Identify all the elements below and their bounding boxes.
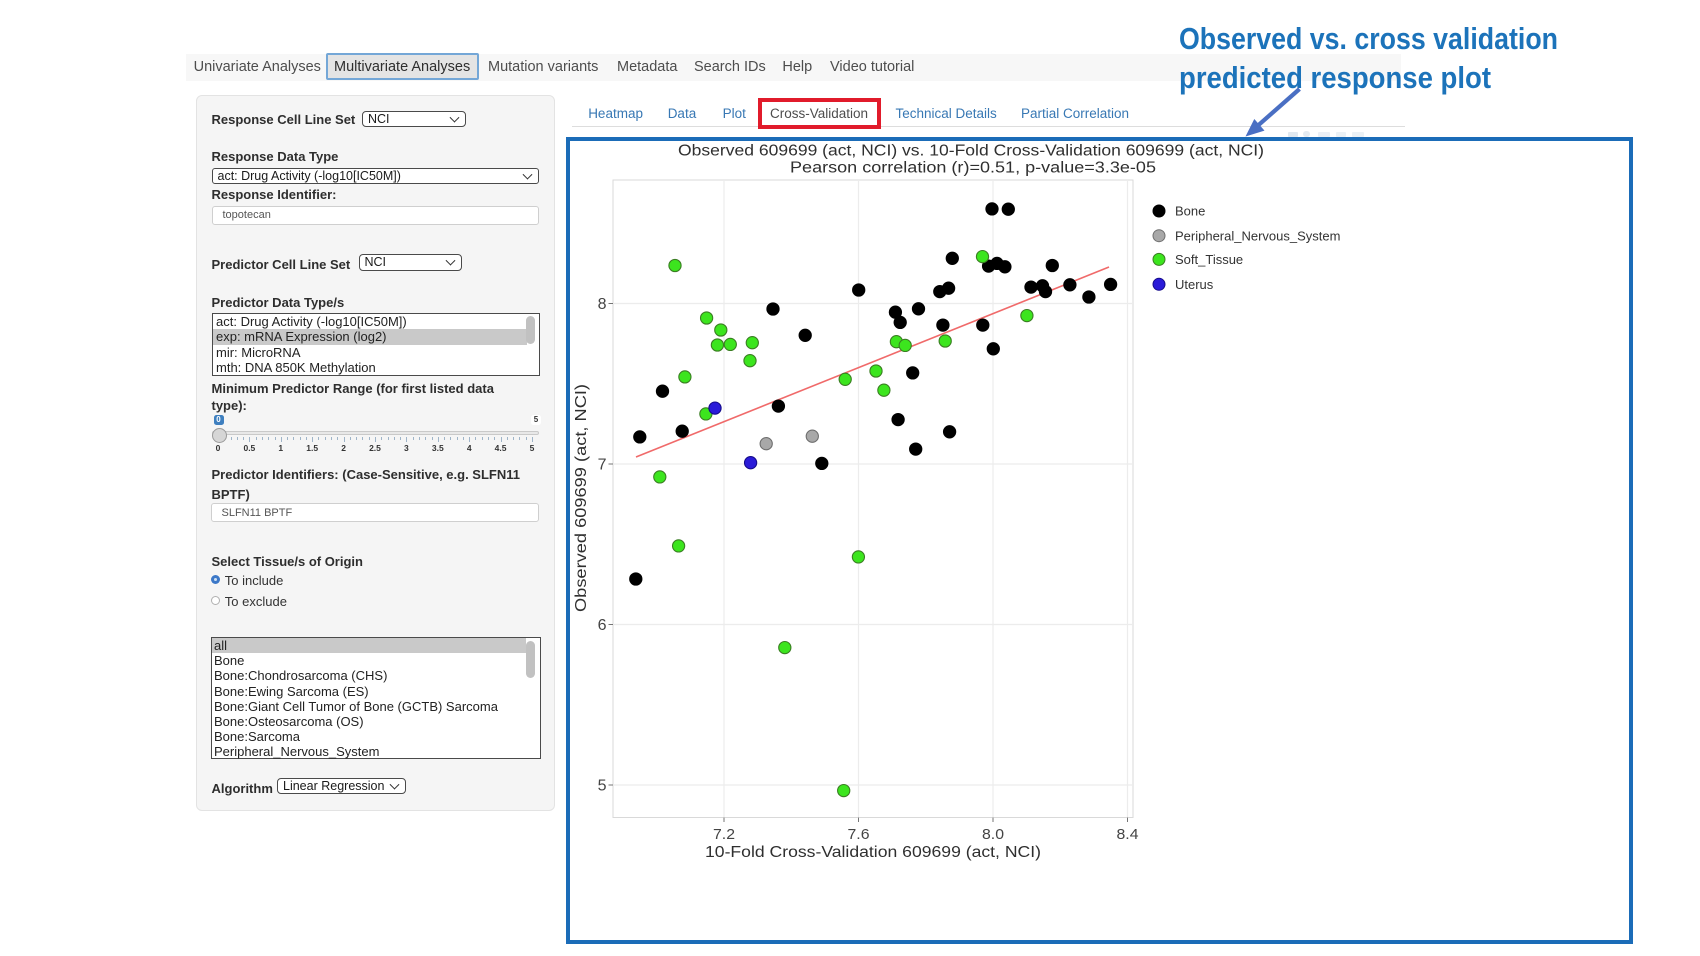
svg-text:Peripheral_Nervous_System: Peripheral_Nervous_System (1175, 228, 1340, 243)
svg-text:7.2: 7.2 (713, 826, 735, 843)
svg-text:8.4: 8.4 (1117, 826, 1139, 843)
svg-text:Observed 609699 (act, NCI) vs.: Observed 609699 (act, NCI) vs. 10-Fold C… (678, 143, 1264, 160)
svg-text:Observed vs. cross validation: Observed vs. cross validation (1179, 21, 1558, 56)
svg-text:5: 5 (598, 778, 607, 795)
svg-text:Uterus: Uterus (1175, 277, 1214, 292)
svg-text:7.6: 7.6 (848, 826, 870, 843)
svg-text:7: 7 (598, 457, 607, 474)
svg-text:predicted response plot: predicted response plot (1179, 60, 1491, 95)
svg-text:8: 8 (598, 296, 607, 313)
svg-text:Pearson correlation (r)=0.51,: Pearson correlation (r)=0.51, p-value=3.… (790, 160, 1156, 177)
svg-text:Soft_Tissue: Soft_Tissue (1175, 252, 1243, 267)
svg-text:10-Fold Cross-Validation 60969: 10-Fold Cross-Validation 609699 (act, NC… (705, 844, 1041, 861)
svg-text:6: 6 (598, 617, 607, 634)
svg-text:Bone: Bone (1175, 204, 1205, 219)
svg-text:8.0: 8.0 (982, 826, 1004, 843)
svg-text:Observed 609699 (act, NCI): Observed 609699 (act, NCI) (573, 384, 590, 612)
